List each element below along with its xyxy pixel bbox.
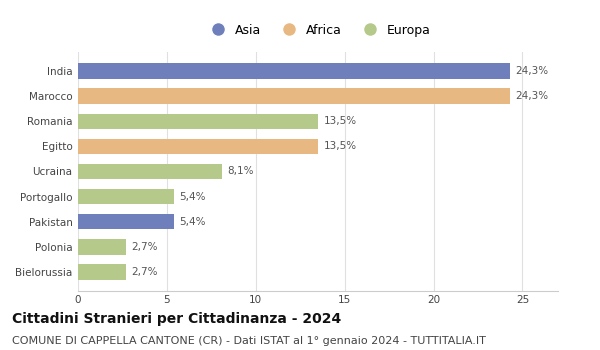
Bar [78,189,174,204]
Text: 5,4%: 5,4% [179,191,206,202]
Text: 8,1%: 8,1% [227,167,254,176]
Text: Cittadini Stranieri per Cittadinanza - 2024: Cittadini Stranieri per Cittadinanza - 2… [12,312,341,326]
Text: 5,4%: 5,4% [179,217,206,227]
Text: 24,3%: 24,3% [515,91,548,101]
Text: COMUNE DI CAPPELLA CANTONE (CR) - Dati ISTAT al 1° gennaio 2024 - TUTTITALIA.IT: COMUNE DI CAPPELLA CANTONE (CR) - Dati I… [12,336,486,346]
Text: 13,5%: 13,5% [323,116,356,126]
Text: 2,7%: 2,7% [131,267,158,277]
Text: 2,7%: 2,7% [131,242,158,252]
Text: 24,3%: 24,3% [515,66,548,76]
Bar [78,264,126,280]
Bar [78,139,318,154]
Bar [78,164,222,179]
Legend: Asia, Africa, Europa: Asia, Africa, Europa [205,24,431,37]
Bar [78,113,318,129]
Bar [78,63,510,79]
Bar [78,239,126,254]
Bar [78,214,174,230]
Text: 13,5%: 13,5% [323,141,356,152]
Bar [78,89,510,104]
